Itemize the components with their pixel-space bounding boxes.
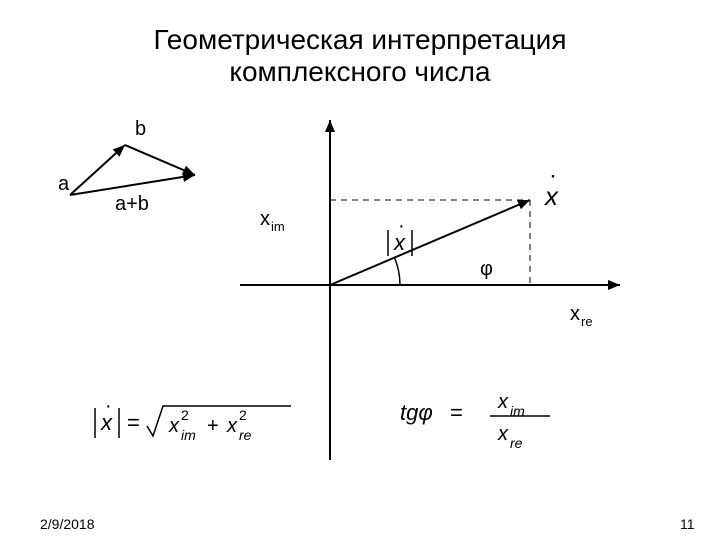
svg-text:·: ·: [105, 395, 112, 417]
svg-text:2: 2: [239, 407, 247, 423]
svg-text:x: x: [570, 303, 580, 325]
svg-text:2: 2: [181, 407, 189, 423]
svg-text:x: x: [497, 391, 509, 413]
svg-text:b: b: [135, 118, 146, 140]
svg-text:a: a: [58, 173, 70, 195]
svg-text:re: re: [510, 435, 523, 451]
svg-text:re: re: [239, 427, 252, 443]
svg-text:re: re: [581, 314, 593, 329]
svg-text:x: x: [497, 423, 509, 445]
footer-page: 11: [680, 516, 695, 532]
diagram-canvas: aba+bximxrex·x·φx·=x2im+x2retgφ=ximxre: [0, 0, 720, 540]
svg-text:·: ·: [398, 215, 405, 237]
svg-text:x: x: [260, 208, 270, 230]
svg-text:φ: φ: [480, 258, 493, 280]
svg-text:+: +: [207, 415, 219, 437]
svg-text:x: x: [226, 415, 238, 437]
svg-text:·: ·: [549, 162, 557, 189]
svg-text:im: im: [181, 427, 196, 443]
svg-text:tgφ: tgφ: [400, 400, 433, 425]
svg-text:=: =: [450, 400, 463, 425]
svg-text:=: =: [127, 410, 140, 435]
svg-text:im: im: [271, 219, 285, 234]
svg-text:x: x: [168, 415, 180, 437]
svg-text:a+b: a+b: [115, 193, 149, 215]
footer-date: 2/9/2018: [40, 516, 95, 532]
